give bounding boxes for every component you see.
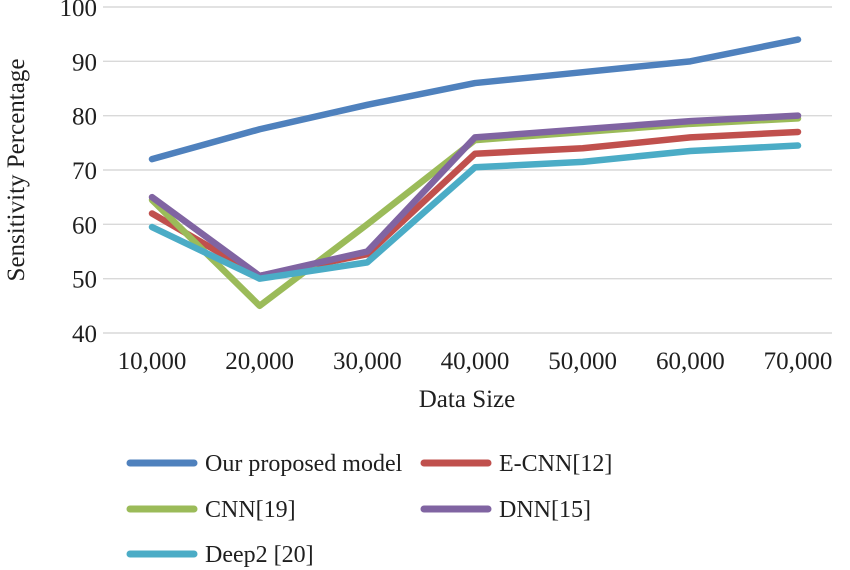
y-tick-label: 60	[72, 212, 97, 239]
x-tick-label: 70,000	[764, 348, 833, 375]
legend-label: E-CNN[12]	[499, 451, 612, 477]
x-tick-label: 30,000	[333, 348, 402, 375]
x-tick-label: 10,000	[118, 348, 187, 375]
y-tick-label: 40	[72, 321, 97, 348]
legend-item: DNN[15]	[420, 497, 591, 523]
legend-label: CNN[19]	[205, 497, 296, 523]
x-tick-label: 20,000	[225, 348, 294, 375]
x-tick-label: 60,000	[656, 348, 725, 375]
legend-item: E-CNN[12]	[420, 451, 612, 477]
y-tick-label: 100	[60, 0, 98, 22]
series-lines	[148, 36, 802, 310]
legend-label: Deep2 [20]	[205, 542, 314, 568]
gridlines	[103, 6, 832, 334]
y-axis-tick-labels: 100 90 80 70 60 50 40	[60, 0, 98, 348]
y-tick-label: 70	[72, 158, 97, 185]
x-tick-label: 40,000	[441, 348, 510, 375]
x-axis-tick-labels: 10,000 20,000 30,000 40,000 50,000 60,000 70,0…	[118, 348, 833, 375]
y-tick-label: 80	[72, 104, 97, 131]
y-tick-label: 50	[72, 267, 97, 294]
series-line-cnn-19	[148, 115, 802, 310]
series-line-our-proposed-model	[148, 36, 802, 163]
legend-label: Our proposed model	[205, 451, 403, 477]
legend-item: Deep2 [20]	[126, 542, 314, 568]
y-axis-title: Sensitivity Percentage	[3, 59, 30, 282]
legend-item: CNN[19]	[126, 497, 296, 523]
series-line-deep2-20	[148, 142, 802, 282]
x-tick-label: 50,000	[548, 348, 617, 375]
x-axis-title: Data Size	[419, 386, 515, 413]
legend-label: DNN[15]	[499, 497, 591, 523]
legend: Our proposed model E-CNN[12] CNN[19] DNN[15…	[126, 451, 612, 568]
legend-item: Our proposed model	[126, 451, 403, 477]
y-tick-label: 90	[72, 49, 97, 76]
